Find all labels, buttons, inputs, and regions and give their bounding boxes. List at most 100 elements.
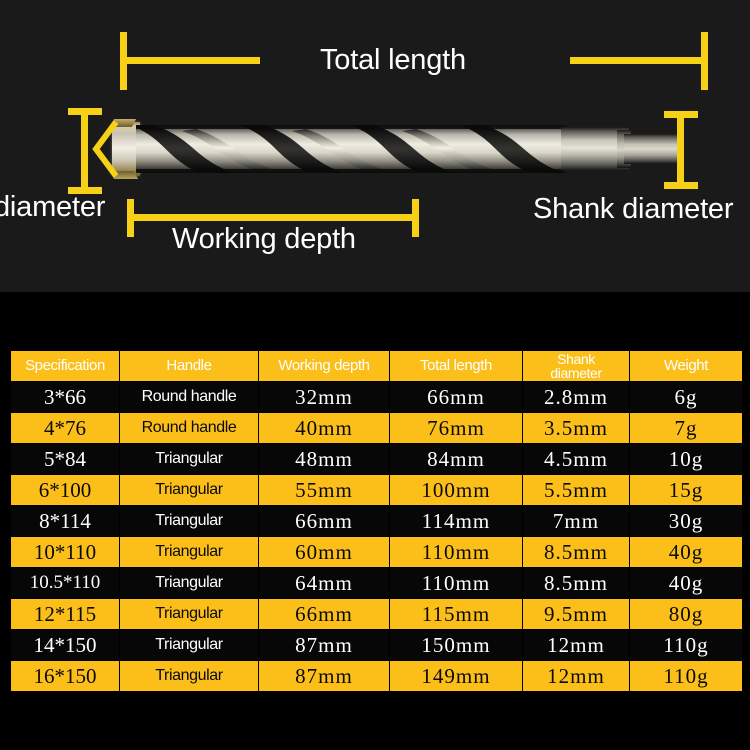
cell-weight: 7g [630,413,742,443]
cell-handle: Round handle [120,413,258,443]
cell-shank-diameter: 5.5mm [523,475,629,505]
cell-specification: 5*84 [11,444,119,474]
cell-shank-diameter: 2.8mm [523,382,629,412]
cell-working-depth: 66mm [259,599,389,629]
cell-specification: 12*115 [11,599,119,629]
cell-specification: 3*66 [11,382,119,412]
cell-total-length: 66mm [390,382,522,412]
cell-shank-diameter: 9.5mm [523,599,629,629]
cell-handle: Triangular [120,475,258,505]
cell-weight: 15g [630,475,742,505]
working-depth-line [127,214,419,221]
cell-weight: 110g [630,661,742,691]
shank-diameter-label: Shank diameter [533,193,734,225]
cell-working-depth: 40mm [259,413,389,443]
cell-total-length: 114mm [390,506,522,536]
cell-specification: 16*150 [11,661,119,691]
cell-handle: Round handle [120,382,258,412]
cell-shank-diameter: 8.5mm [523,537,629,567]
cell-shank-diameter: 3.5mm [523,413,629,443]
cell-total-length: 100mm [390,475,522,505]
cell-working-depth: 55mm [259,475,389,505]
cell-specification: 10*110 [11,537,119,567]
table-row: 5*84 Triangular 48mm 84mm 4.5mm 10g [11,444,742,474]
shank-diameter-bottom-cap [664,182,698,189]
table-header-row: Specification Handle Working depth Total… [11,351,742,381]
carbide-tip [112,122,140,176]
table-row: 4*76 Round handle 40mm 76mm 3.5mm 7g [11,413,742,443]
drill-bit-diagram-panel: Total length [0,0,750,292]
cell-specification: 8*114 [11,506,119,536]
cell-working-depth: 60mm [259,537,389,567]
cell-handle: Triangular [120,661,258,691]
cell-working-depth: 66mm [259,506,389,536]
cell-working-depth: 87mm [259,630,389,660]
cell-weight: 10g [630,444,742,474]
drill-bit-image [112,118,680,180]
table-row: 14*150 Triangular 87mm 150mm 12mm 110g [11,630,742,660]
column-header-handle: Handle [120,351,258,381]
cell-handle: Triangular [120,444,258,474]
cell-weight: 40g [630,537,742,567]
cell-shank-diameter: 12mm [523,630,629,660]
specification-table: Specification Handle Working depth Total… [10,350,743,692]
cell-total-length: 110mm [390,568,522,598]
cell-total-length: 84mm [390,444,522,474]
table-row: 8*114 Triangular 66mm 114mm 7mm 30g [11,506,742,536]
cell-weight: 30g [630,506,742,536]
cell-shank-diameter: 4.5mm [523,444,629,474]
column-header-working-depth: Working depth [259,351,389,381]
column-header-shank-diameter: Shank diameter [523,351,629,381]
cell-weight: 110g [630,630,742,660]
cell-handle: Triangular [120,630,258,660]
total-length-left-line [120,57,260,64]
cell-handle: Triangular [120,599,258,629]
cell-working-depth: 87mm [259,661,389,691]
total-length-right-cap [701,32,708,90]
working-depth-right-cap [412,199,419,237]
table-row: 10*110 Triangular 60mm 110mm 8.5mm 40g [11,537,742,567]
cell-total-length: 150mm [390,630,522,660]
table-row: 12*115 Triangular 66mm 115mm 9.5mm 80g [11,599,742,629]
table-row: 16*150 Triangular 87mm 149mm 12mm 110g [11,661,742,691]
cell-weight: 6g [630,382,742,412]
cell-specification: 4*76 [11,413,119,443]
cell-handle: Triangular [120,537,258,567]
column-header-total-length: Total length [390,351,522,381]
cell-working-depth: 64mm [259,568,389,598]
diameter-stem [81,108,88,194]
working-depth-label: Working depth [172,223,356,255]
table-row: 3*66 Round handle 32mm 66mm 2.8mm 6g [11,382,742,412]
shank-header-line-2: diameter [550,365,602,381]
diameter-label: diameter [0,191,106,223]
cell-handle: Triangular [120,506,258,536]
cell-weight: 40g [630,568,742,598]
cell-shank-diameter: 12mm [523,661,629,691]
diameter-arrow-bracket [92,120,118,178]
cell-working-depth: 48mm [259,444,389,474]
cell-specification: 10.5*110 [11,568,119,598]
cell-weight: 80g [630,599,742,629]
table-body: 3*66 Round handle 32mm 66mm 2.8mm 6g 4*7… [11,382,742,691]
cell-total-length: 110mm [390,537,522,567]
column-header-weight: Weight [630,351,742,381]
shank-header-line-1: Shank [557,351,595,367]
cell-handle: Triangular [120,568,258,598]
cell-shank-diameter: 7mm [523,506,629,536]
drill-bit-flutes [136,125,566,173]
column-header-specification: Specification [11,351,119,381]
cell-specification: 6*100 [11,475,119,505]
cell-specification: 14*150 [11,630,119,660]
total-length-label: Total length [320,44,466,76]
diameter-bottom-cap [68,187,102,194]
cell-total-length: 115mm [390,599,522,629]
cell-total-length: 149mm [390,661,522,691]
shank-diameter-stem [677,111,684,189]
cell-working-depth: 32mm [259,382,389,412]
cell-total-length: 76mm [390,413,522,443]
table-row: 10.5*110 Triangular 64mm 110mm 8.5mm 40g [11,568,742,598]
total-length-right-line [570,57,708,64]
cell-shank-diameter: 8.5mm [523,568,629,598]
drill-bit-shank [624,134,680,164]
